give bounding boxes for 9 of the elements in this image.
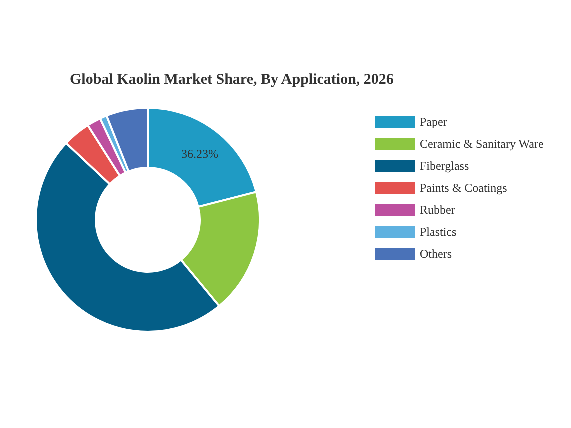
legend-label: Plastics bbox=[420, 225, 457, 239]
legend-label: Paper bbox=[420, 115, 448, 129]
legend-label: Paints & Coatings bbox=[420, 181, 508, 195]
legend-label: Ceramic & Sanitary Ware bbox=[420, 137, 544, 151]
text: 36.23% bbox=[182, 147, 218, 161]
chart-title: Global Kaolin Market Share, By Application, 2026 bbox=[70, 72, 394, 88]
legend-label: Rubber bbox=[420, 203, 456, 217]
legend-label: Fiberglass bbox=[420, 159, 470, 173]
legend-label: Others bbox=[420, 247, 452, 261]
